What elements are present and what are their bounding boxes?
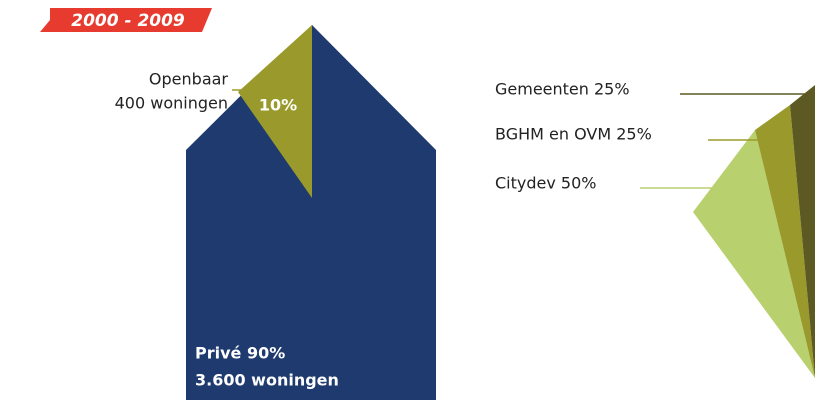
private-detail: 3.600 woningen: [195, 371, 339, 390]
private-label: Privé 90%: [195, 344, 285, 363]
house-private: [186, 25, 436, 400]
public-detail: 400 woningen: [115, 94, 228, 113]
segment-citydev: [693, 130, 815, 378]
segment-bghm: [755, 105, 815, 378]
public-share: 10%: [259, 96, 297, 115]
house-public-slice: [238, 25, 312, 198]
period-label: 2000 - 2009: [71, 11, 185, 31]
segment-label: Gemeenten 25%: [495, 80, 630, 99]
public-name: Openbaar: [149, 70, 229, 89]
period-tag: [40, 8, 212, 32]
segment-gemeenten: [790, 85, 815, 378]
segment-label: Citydev 50%: [495, 174, 596, 193]
segment-label: BGHM en OVM 25%: [495, 125, 652, 144]
